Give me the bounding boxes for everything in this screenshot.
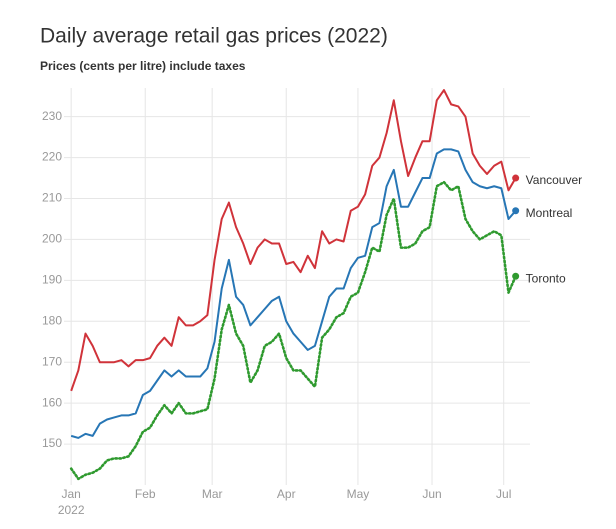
series-label: Toronto [526, 271, 566, 285]
chart-subtitle: Prices (cents per litre) include taxes [40, 59, 246, 73]
series-label: Vancouver [526, 173, 582, 187]
end-point [512, 174, 520, 182]
x-year-label: 2022 [58, 503, 85, 517]
y-tick-label: 200 [42, 232, 62, 246]
x-tick-label: Jul [496, 487, 511, 501]
y-tick-label: 220 [42, 150, 62, 164]
y-tick-label: 180 [42, 313, 62, 327]
x-tick-label: Jan [61, 487, 80, 501]
y-tick-label: 160 [42, 395, 62, 409]
y-tick-label: 210 [42, 191, 62, 205]
x-tick-label: Jun [422, 487, 441, 501]
chart-title: Daily average retail gas prices (2022) [40, 25, 388, 48]
series-line [70, 148, 517, 439]
y-tick-label: 170 [42, 354, 62, 368]
end-point [512, 207, 520, 215]
x-tick-label: Feb [135, 487, 156, 501]
y-tick-label: 190 [42, 273, 62, 287]
series-line [70, 89, 517, 392]
x-tick-label: May [347, 487, 370, 501]
series-line [69, 180, 517, 481]
end-point [512, 272, 520, 280]
x-tick-label: Mar [202, 487, 223, 501]
x-tick-label: Apr [277, 487, 296, 501]
series-label: Montreal [526, 206, 573, 220]
y-tick-label: 150 [42, 436, 62, 450]
y-tick-label: 230 [42, 109, 62, 123]
